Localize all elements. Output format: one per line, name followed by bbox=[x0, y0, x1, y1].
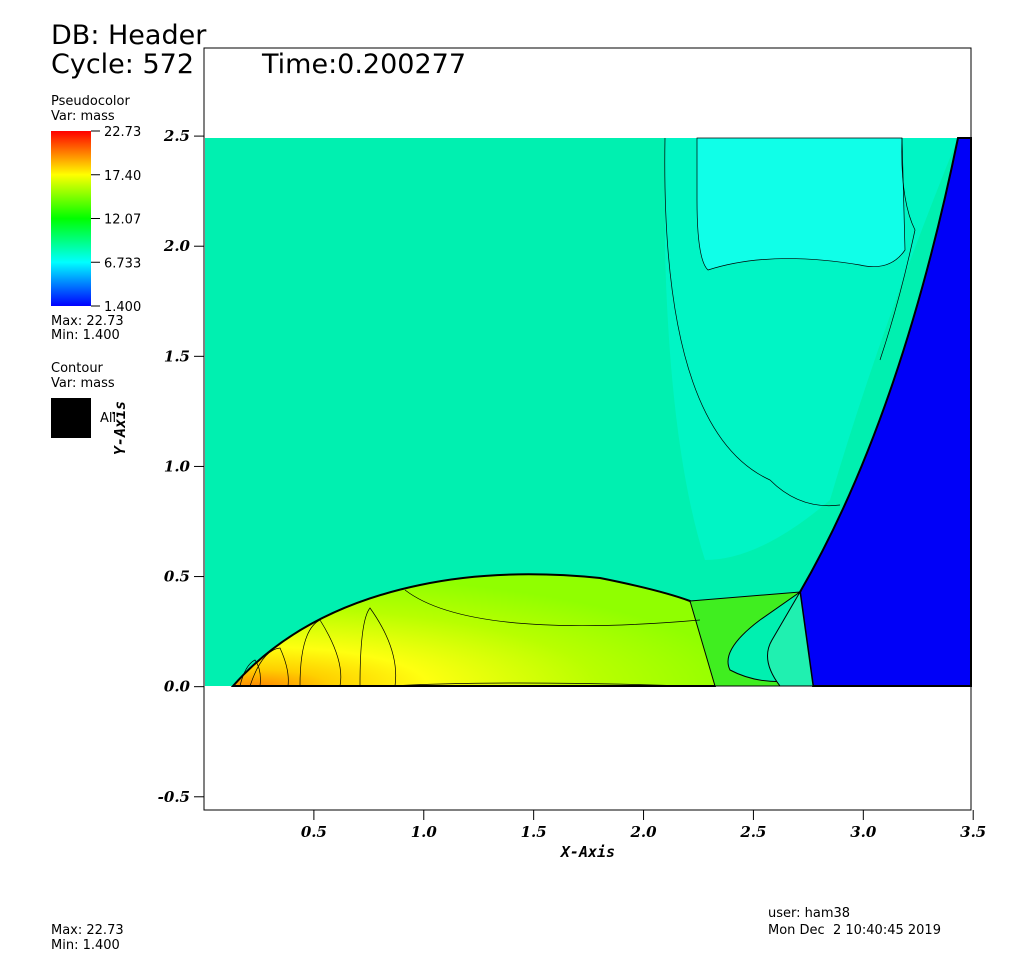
x-tick-label: 3.0 bbox=[850, 823, 877, 841]
footer-min: Min: 1.400 bbox=[51, 938, 120, 953]
x-tick-label: 1.0 bbox=[411, 823, 438, 841]
contour-swatch bbox=[51, 398, 91, 438]
y-tick-label: 2.0 bbox=[163, 237, 191, 255]
y-tick-label: 1.0 bbox=[164, 457, 191, 475]
footer-user: user: ham38 bbox=[768, 906, 850, 921]
time: Time:0.200277 bbox=[261, 49, 466, 80]
y-tick-label: 1.5 bbox=[164, 347, 190, 365]
x-tick-label: 2.5 bbox=[739, 823, 766, 841]
y-tick-label: 2.5 bbox=[163, 127, 190, 145]
x-axis-label: X-Axis bbox=[559, 843, 615, 861]
legend-var: Var: mass bbox=[51, 376, 115, 391]
colorbar-label: 1.400 bbox=[104, 300, 141, 315]
colorbar-label: 12.07 bbox=[104, 213, 141, 228]
contour-level: All bbox=[100, 411, 116, 426]
y-tick-label: 0.5 bbox=[164, 568, 190, 586]
colorbar bbox=[51, 131, 91, 306]
legend-max: Max: 22.73 bbox=[51, 314, 124, 329]
footer-max: Max: 22.73 bbox=[51, 923, 124, 938]
x-tick-label: 3.5 bbox=[960, 823, 986, 841]
colorbar-label: 17.40 bbox=[104, 169, 141, 184]
bow-region bbox=[230, 573, 722, 687]
db-title: DB: Header bbox=[51, 20, 207, 51]
colorbar-ticks: 22.73 17.40 12.07 6.733 1.400 bbox=[91, 125, 141, 315]
y-tick-label: 0.0 bbox=[164, 678, 191, 696]
legend-title: Pseudocolor bbox=[51, 94, 130, 109]
legend-min: Min: 1.400 bbox=[51, 328, 120, 343]
y-tick-label: -0.5 bbox=[158, 788, 190, 806]
x-tick-label: 0.5 bbox=[301, 823, 327, 841]
contour-lines bbox=[239, 137, 916, 687]
colorbar-label: 22.73 bbox=[104, 125, 141, 140]
legend-var: Var: mass bbox=[51, 109, 115, 124]
footer-date: Mon Dec 2 10:40:45 2019 bbox=[768, 923, 941, 938]
cycle: Cycle: 572 bbox=[51, 49, 194, 80]
colorbar-label: 6.733 bbox=[104, 256, 141, 271]
x-tick-label: 2.0 bbox=[629, 823, 657, 841]
x-tick-label: 1.5 bbox=[521, 823, 547, 841]
field-region bbox=[767, 590, 814, 687]
legend-title: Contour bbox=[51, 361, 104, 376]
field-region bbox=[696, 137, 906, 271]
y-axis-label: Y-Axis bbox=[111, 401, 129, 455]
